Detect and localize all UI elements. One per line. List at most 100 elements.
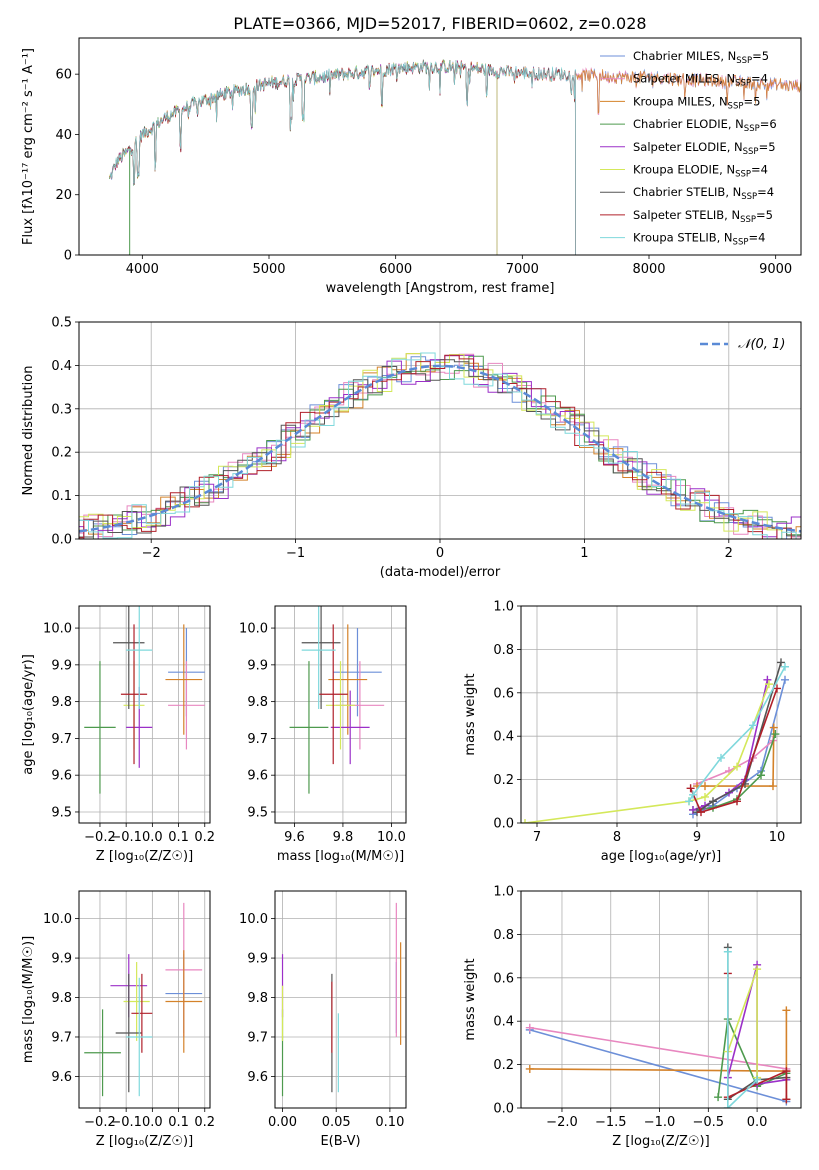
x-tick-label: 8 [613, 830, 621, 845]
y-axis-label: Normed distribution [21, 366, 36, 496]
y-tick-label: 9.6 [51, 769, 72, 784]
weight-marker [686, 784, 695, 793]
y-tick-label: 10.0 [239, 912, 268, 927]
y-tick-label: 0.2 [493, 773, 514, 788]
x-tick-label: −1.0 [644, 1115, 676, 1130]
y-tick-label: 9.7 [247, 732, 268, 747]
x-tick-label: 2 [725, 546, 733, 561]
x-axis-label: Z [log₁₀(Z/Z☉)] [612, 1134, 709, 1149]
x-tick-label: −0.2 [84, 1115, 116, 1130]
x-axis-label: (data-model)/error [380, 565, 501, 580]
y-tick-label: 60 [55, 68, 72, 83]
legend-entry: Kroupa STELIB, NSSP=4 [633, 231, 765, 248]
age-vs-Z-plot-area [84, 606, 205, 794]
axes-frame [78, 605, 211, 824]
weight-marker [757, 771, 765, 780]
weight-marker [777, 658, 785, 667]
weight-vs-Z-panel: −2.0 −1.5 −1.0 −0.5 0.0 0.0 0.2 0.4 0.6 0.8 1.0 Z [… [463, 885, 802, 1149]
weight-marker [714, 1093, 723, 1102]
x-tick-label: 5000 [252, 262, 285, 277]
y-axis-label: mass [log₁₀(M/M☉)] [21, 936, 36, 1063]
x-tick-label: 9000 [759, 262, 792, 277]
weight-vs-Z-plot-area [525, 943, 791, 1108]
y-axis-label: Flux [fλ10⁻¹⁷ erg cm⁻² s⁻¹ A⁻¹] [21, 48, 36, 245]
x-tick-label: −0.2 [84, 830, 116, 845]
y-tick-label: 0.0 [51, 533, 72, 548]
y-tick-label: 0.2 [493, 1058, 514, 1073]
y-tick-label: 9.8 [51, 991, 72, 1006]
weight-marker [709, 797, 717, 806]
x-tick-label: 0.0 [142, 1115, 163, 1130]
x-axis-label: Z [log₁₀(Z/Z☉)] [96, 849, 193, 864]
weight-series-line [696, 739, 774, 785]
x-tick-label: 0.2 [194, 1115, 215, 1130]
weight-series-line [529, 1026, 787, 1070]
weight-marker [525, 1023, 534, 1032]
x-tick-label: 7000 [506, 262, 539, 277]
mass-vs-ebv-panel: 0.00 0.05 0.10 9.6 9.7 9.8 9.9 10.0 E(B-V) [239, 890, 407, 1149]
legend-entry: 𝒩(0, 1) [738, 337, 785, 352]
x-tick-label: 0.05 [322, 1115, 351, 1130]
weight-marker [749, 721, 757, 730]
y-tick-label: 9.5 [51, 805, 72, 820]
y-tick-label: 9.9 [51, 658, 72, 673]
x-axis-label: wavelength [Angstrom, rest frame] [326, 281, 555, 296]
y-tick-label: 1.0 [493, 600, 514, 615]
x-tick-label: −1 [286, 546, 305, 561]
x-tick-label: −1.5 [595, 1115, 627, 1130]
y-tick-label: 10.0 [43, 622, 72, 637]
y-tick-label: 0.5 [51, 316, 72, 331]
axes-frame [274, 890, 407, 1109]
spectrum-plot-area [109, 58, 801, 255]
x-tick-label: 0.0 [747, 1115, 768, 1130]
x-tick-label: 0.1 [168, 830, 189, 845]
x-tick-label: 4000 [126, 262, 159, 277]
x-tick-label: 0.2 [194, 830, 215, 845]
spectrum-panel: 4000 5000 6000 7000 8000 9000 0 20 40 60 wavelengt… [21, 37, 802, 296]
x-tick-label: −2 [142, 546, 161, 561]
x-axis-label: E(B-V) [320, 1134, 360, 1149]
weight-series-line [696, 662, 782, 813]
weight-series-line [529, 1010, 788, 1100]
weight-marker [701, 782, 709, 791]
y-tick-label: 0.3 [51, 402, 72, 417]
y-axis-label: mass weight [463, 673, 478, 755]
legend-entry: Salpeter MILES, NSSP=4 [633, 72, 768, 89]
x-axis-label: Z [log₁₀(Z/Z☉)] [96, 1134, 193, 1149]
y-tick-label: 9.8 [247, 695, 268, 710]
y-tick-label: 0.6 [493, 686, 514, 701]
weight-marker [782, 1067, 791, 1076]
y-tick-label: 0.4 [493, 730, 514, 745]
y-tick-label: 9.6 [247, 1070, 268, 1085]
y-tick-label: 9.9 [247, 658, 268, 673]
y-tick-label: 0.2 [51, 446, 72, 461]
y-tick-label: 9.7 [51, 732, 72, 747]
y-tick-label: 0.1 [51, 489, 72, 504]
y-axis-label: mass weight [463, 958, 478, 1040]
x-tick-label: 1 [580, 546, 588, 561]
x-tick-label: 7 [533, 830, 541, 845]
y-tick-label: 9.9 [51, 952, 72, 967]
weight-marker [717, 753, 725, 762]
weight-marker [733, 762, 741, 771]
spectrum-series-line [109, 59, 576, 255]
y-tick-label: 0.8 [493, 928, 514, 943]
x-tick-label: −0.1 [110, 1115, 142, 1130]
age-vs-mass-plot-area [289, 606, 385, 794]
mass-vs-ebv-plot-area [281, 902, 402, 1097]
histogram-plot-area [79, 352, 801, 539]
axes-frame [520, 890, 802, 1109]
weight-marker [782, 1095, 791, 1104]
weight-vs-age-plot-area [521, 658, 789, 823]
weight-marker [521, 819, 529, 823]
weight-marker [723, 1104, 732, 1108]
weight-marker [753, 1075, 762, 1084]
axes-frame [78, 37, 802, 256]
y-tick-label: 9.8 [51, 695, 72, 710]
weight-series-line [689, 688, 778, 814]
figure-title: PLATE=0366, MJD=52017, FIBERID=0602, z=0… [233, 14, 646, 33]
legend-entry: Kroupa MILES, NSSP=5 [633, 94, 760, 111]
x-tick-label: 0.1 [168, 1115, 189, 1130]
weight-marker [782, 1006, 791, 1015]
y-tick-label: 9.9 [247, 952, 268, 967]
